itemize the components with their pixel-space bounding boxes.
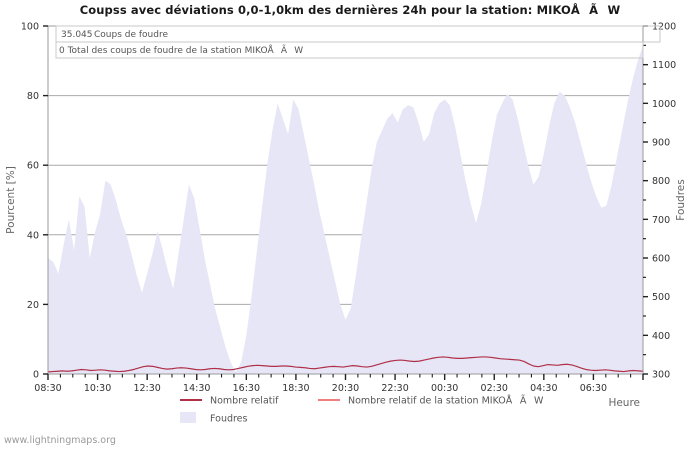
annotation-value-total-strokes: 35.045 [61, 30, 93, 40]
tick-label-right-axis: 700 [652, 215, 670, 226]
y2-axis-title: Foudres [675, 179, 687, 220]
legend-marker-swatch [180, 412, 196, 423]
annotation-label-total-strokes: Coups de foudre [94, 30, 168, 40]
tick-label-x-axis: 22:30 [381, 383, 408, 394]
legend-label: Nombre relatif [210, 396, 279, 407]
annotation-station-strokes: 0 Total des coups de foudre de la statio… [59, 44, 303, 56]
tick-label-x-axis: 10:30 [84, 383, 111, 394]
tick-label-right-axis: 500 [652, 292, 670, 303]
tick-label-x-axis: 14:30 [183, 383, 210, 394]
legend-label: Nombre relatif de la station MIKOÅÃW [348, 395, 544, 407]
tick-label-left-axis: 60 [27, 161, 39, 172]
page-title: Coupss avec déviations 0,0-1,0km des der… [79, 3, 621, 17]
x-axis-title: Heure [608, 397, 640, 409]
tick-label-left-axis: 100 [21, 22, 39, 33]
tick-label-left-axis: 80 [27, 91, 39, 102]
annotation-box-station-strokes [55, 41, 644, 59]
tick-label-right-axis: 300 [652, 370, 670, 381]
series-area-foudres [48, 45, 643, 374]
tick-label-x-axis: 20:30 [332, 383, 359, 394]
tick-label-right-axis: 800 [652, 176, 670, 187]
tick-label-right-axis: 400 [652, 331, 670, 342]
tick-label-x-axis: 02:30 [481, 383, 508, 394]
tick-label-left-axis: 40 [27, 230, 39, 241]
tick-label-x-axis: 18:30 [282, 383, 309, 394]
y-axis-title: Pourcent [%] [5, 166, 17, 234]
tick-label-x-axis: 16:30 [233, 383, 260, 394]
tick-label-left-axis: 0 [33, 370, 39, 381]
legend-label: Foudres [210, 414, 248, 425]
tick-label-x-axis: 08:30 [34, 383, 61, 394]
tick-label-right-axis: 900 [652, 138, 670, 149]
tick-label-right-axis: 600 [652, 254, 670, 265]
tick-label-left-axis: 20 [27, 300, 39, 311]
watermark: www.lightningmaps.org [4, 435, 116, 446]
tick-label-right-axis: 1000 [652, 99, 676, 110]
series-line-nombre_relatif [47, 356, 644, 373]
tick-label-x-axis: 12:30 [133, 383, 160, 394]
tick-label-right-axis: 1100 [652, 60, 676, 71]
tick-label-x-axis: 06:30 [580, 383, 607, 394]
tick-label-right-axis: 1200 [652, 22, 676, 33]
tick-label-x-axis: 04:30 [530, 383, 557, 394]
tick-label-x-axis: 00:30 [431, 383, 458, 394]
